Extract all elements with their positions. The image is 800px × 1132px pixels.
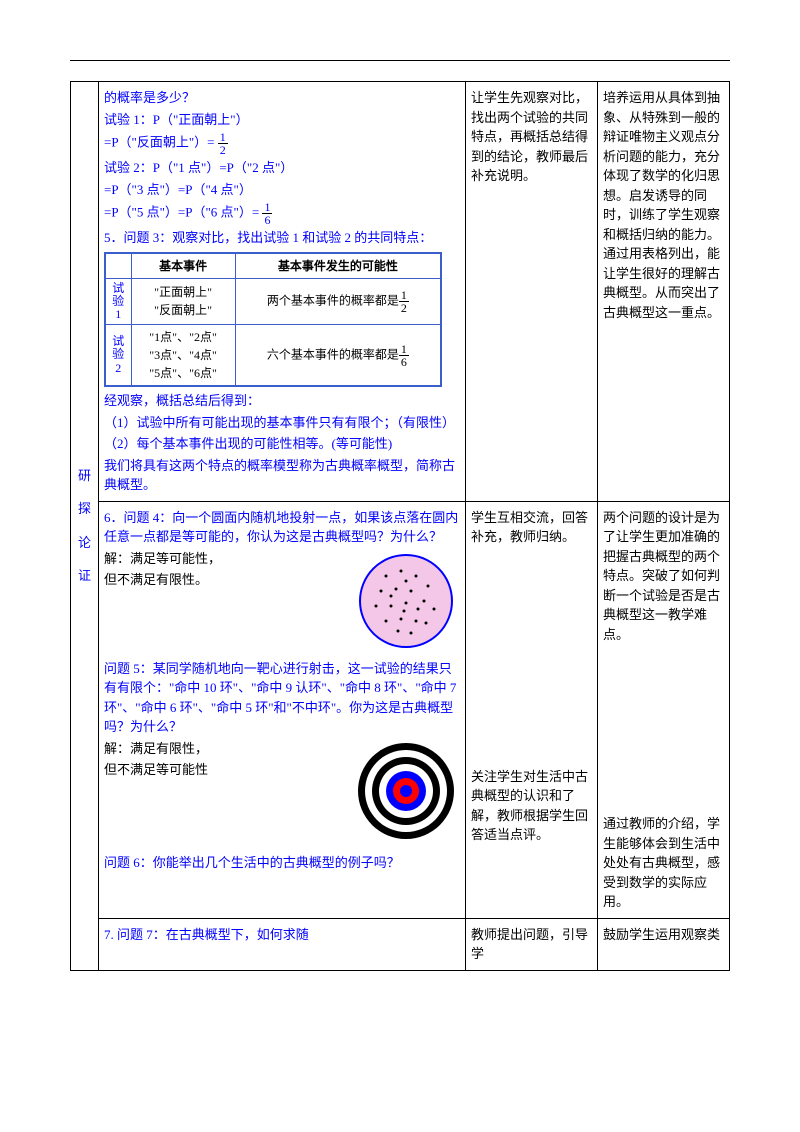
denominator: 2	[218, 144, 228, 156]
inner-cell: "1点"、"2点" "3点"、"4点" "5点"、"6点"	[131, 325, 235, 387]
text: 试验 1：P（"正面朝上"）	[104, 110, 460, 130]
text: 5．问题 3：观察对比，找出试验 1 和试验 2 的共同特点：	[104, 228, 460, 248]
text: 的概率是多少？	[104, 88, 460, 108]
text: =P（"反面朝上"）=	[104, 134, 218, 149]
numerator: 1	[399, 289, 409, 302]
text: 问题 5：某同学随机地向一靶心进行射击，这一试验的结果只有有限个："命中 10 …	[104, 659, 460, 737]
text: =P（"5 点"）=P（"6 点"）=	[104, 204, 262, 219]
text: "正面朝上" "反面朝上"	[154, 285, 212, 317]
stage-char: 研	[76, 466, 93, 486]
text: 通过教师的介绍，学生能够体会到生活中处处有古典概型，感受到数学的实际应用。	[603, 814, 724, 912]
text: 试验 2：P（"1 点"）=P（"2 点"）	[104, 158, 460, 178]
inner-th: 基本事件发生的可能性	[235, 253, 441, 279]
rationale-cell: 培养运用从具体到抽象、从特殊到一般的辩证唯物主义观点分析问题的能力，充分体现了数…	[598, 82, 730, 502]
inner-cell: "正面朝上" "反面朝上"	[131, 278, 235, 325]
numerator: 1	[399, 343, 409, 356]
fraction: 12	[399, 289, 409, 314]
question-text: 在古典概型下，如何求随	[166, 927, 309, 942]
stage-char: 论	[76, 533, 93, 553]
inner-rowhead: 试验1	[105, 278, 131, 325]
table-row: 研 探 论 证 的概率是多少？ 试验 1：P（"正面朝上"） =P（"反面朝上"…	[71, 82, 730, 502]
method-cell: 学生互相交流，回答补充，教师归纳。 关注学生对生活中古典概型的认识和了解，教师根…	[466, 501, 598, 918]
content-cell: 6．问题 4：向一个圆面内随机地投射一点，如果该点落在圆内任意一点都是等可能的，…	[99, 501, 466, 918]
text: 让学生先观察对比，找出两个试验的共同特点，再概括总结得到的结论，教师最后补充说明…	[471, 88, 592, 186]
text: =P（"3 点"）=P（"4 点"）	[104, 180, 460, 200]
lesson-plan-table: 研 探 论 证 的概率是多少？ 试验 1：P（"正面朝上"） =P（"反面朝上"…	[70, 81, 730, 971]
text: 关注学生对生活中古典概型的认识和了解，教师根据学生回答适当点评。	[471, 767, 592, 845]
text: 经观察，概括总结后得到：	[104, 391, 460, 411]
method-cell: 让学生先观察对比，找出两个试验的共同特点，再概括总结得到的结论，教师最后补充说明…	[466, 82, 598, 502]
text: =P（"反面朝上"）= 12	[104, 131, 460, 156]
text: 问题 6：你能举出几个生活中的古典概型的例子吗？	[104, 853, 460, 873]
question-label: 问题 6：	[104, 855, 153, 870]
text: 两个基本事件的概率都是	[267, 293, 399, 307]
left-stage-cell: 研 探 论 证	[71, 82, 99, 971]
rationale-cell: 两个问题的设计是为了让学生更加准确的把握古典概型的两个特点。突破了如何判断一个试…	[598, 501, 730, 918]
table-row: 7. 问题 7：在古典概型下，如何求随 教师提出问题，引导学 鼓励学生运用观察类	[71, 918, 730, 970]
text: 6．问题 4：向一个圆面内随机地投射一点，如果该点落在圆内任意一点都是等可能的，…	[104, 508, 460, 547]
question-label: 6．问题 4：	[104, 510, 172, 525]
content-cell: 的概率是多少？ 试验 1：P（"正面朝上"） =P（"反面朝上"）= 12 试验…	[99, 82, 466, 502]
circle-diagram	[356, 551, 456, 651]
text: 学生互相交流，回答补充，教师归纳。	[471, 508, 592, 547]
question-text: 某同学随机地向一靶心进行射击，这一试验的结果只有有限个："命中 10 环"、"命…	[104, 661, 456, 735]
inner-cell: 两个基本事件的概率都是12	[235, 278, 441, 325]
rationale-cell: 鼓励学生运用观察类	[598, 918, 730, 970]
fraction: 12	[218, 131, 228, 156]
denominator: 6	[262, 214, 272, 226]
text: "1点"、"2点" "3点"、"4点" "5点"、"6点"	[149, 330, 217, 380]
denominator: 6	[399, 356, 409, 368]
inner-th: 基本事件	[131, 253, 235, 279]
stage-char: 证	[76, 566, 93, 586]
text: （2）每个基本事件出现的可能性相等。(等可能性)	[104, 434, 460, 454]
text: 鼓励学生运用观察类	[603, 925, 724, 945]
page-top-rule	[70, 60, 730, 61]
inner-rowhead: 试验2	[105, 325, 131, 387]
fraction: 16	[399, 343, 409, 368]
text: 我们将具有这两个特点的概率模型称为古典概率概型，简称古典概型。	[104, 456, 460, 495]
text: （1）试验中所有可能出现的基本事件只有有限个；（有限性）	[104, 413, 460, 433]
text: 7. 问题 7：在古典概型下，如何求随	[104, 925, 460, 945]
text: 六个基本事件的概率都是	[267, 347, 399, 361]
target-diagram	[356, 741, 456, 841]
table-row: 6．问题 4：向一个圆面内随机地投射一点，如果该点落在圆内任意一点都是等可能的，…	[71, 501, 730, 918]
method-cell: 教师提出问题，引导学	[466, 918, 598, 970]
fraction: 16	[262, 201, 272, 226]
denominator: 2	[399, 302, 409, 314]
question-label: 问题 5：	[104, 661, 153, 676]
text: 教师提出问题，引导学	[471, 925, 592, 964]
text: 两个问题的设计是为了让学生更加准确的把握古典概型的两个特点。突破了如何判断一个试…	[603, 508, 724, 645]
stage-char: 探	[76, 499, 93, 519]
content-cell: 7. 问题 7：在古典概型下，如何求随	[99, 918, 466, 970]
inner-comparison-table: 基本事件 基本事件发生的可能性 试验1 "正面朝上" "反面朝上" 两个基本事件…	[104, 252, 442, 388]
question-label: 7. 问题 7：	[104, 927, 166, 942]
inner-th	[105, 253, 131, 279]
text: =P（"5 点"）=P（"6 点"）= 16	[104, 201, 460, 226]
inner-cell: 六个基本事件的概率都是16	[235, 325, 441, 387]
text: 培养运用从具体到抽象、从特殊到一般的辩证唯物主义观点分析问题的能力，充分体现了数…	[603, 88, 724, 322]
question-text: 你能举出几个生活中的古典概型的例子吗？	[153, 855, 400, 870]
